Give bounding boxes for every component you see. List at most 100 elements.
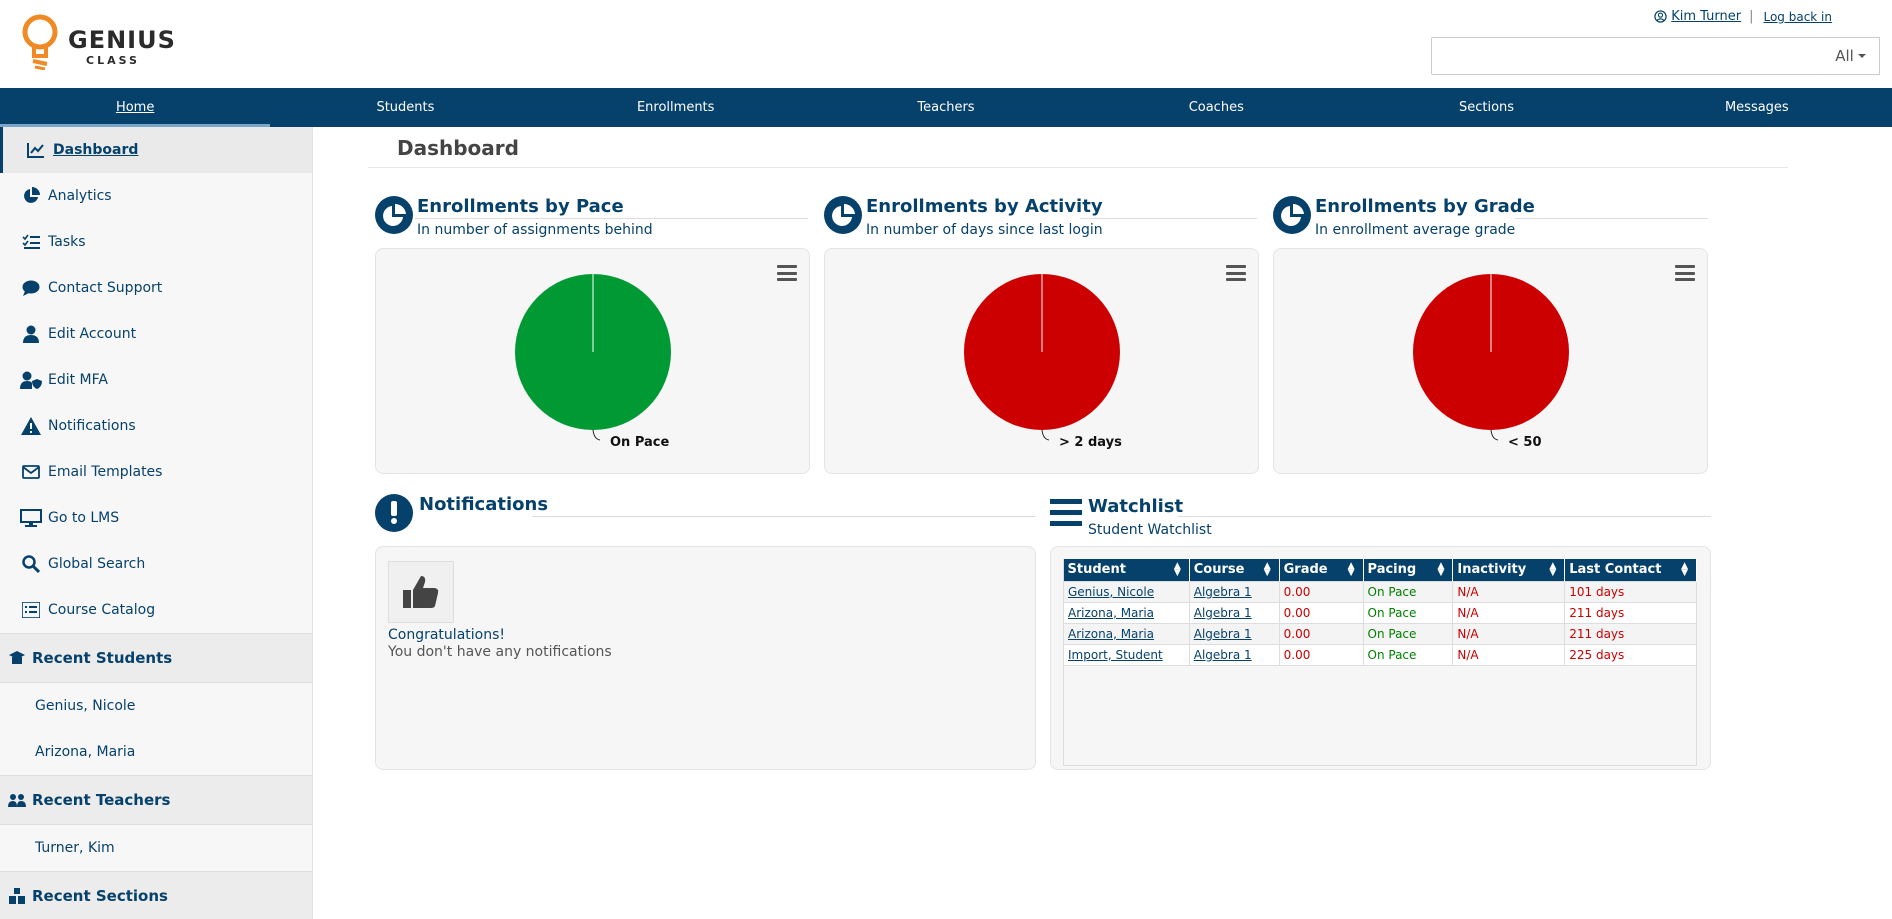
pie-chart-activity — [964, 274, 1120, 441]
recent-students-header: Recent Students — [0, 633, 312, 683]
recent-teachers-header: Recent Teachers — [0, 775, 312, 825]
sidebar-item-go-to-lms[interactable]: Go to LMS — [0, 495, 312, 541]
course-link[interactable]: Algebra 1 — [1193, 584, 1252, 599]
nav-messages[interactable]: Messages — [1724, 100, 1789, 115]
inactivity-cell: N/A — [1452, 643, 1566, 666]
graduation-cap-icon — [8, 649, 26, 667]
course-link[interactable]: Algebra 1 — [1193, 626, 1252, 641]
hamburger-menu-icon[interactable] — [1226, 265, 1246, 281]
student-link[interactable]: Import, Student — [1068, 647, 1163, 662]
grade-cell: 0.00 — [1278, 580, 1364, 603]
tasks-icon — [20, 231, 42, 253]
list-bars-icon — [1050, 496, 1082, 526]
lightbulb-logo-icon — [22, 14, 58, 70]
chart-subtitle: In number of assignments behind — [417, 222, 653, 238]
chat-icon — [20, 277, 42, 299]
nav-teachers[interactable]: Teachers — [917, 100, 975, 115]
logo-subtext: CLASS — [86, 54, 140, 67]
last-contact-cell: 225 days — [1564, 643, 1697, 666]
nav-coaches[interactable]: Coaches — [1188, 100, 1244, 115]
user-name-link[interactable]: Kim Turner — [1671, 9, 1742, 24]
recent-student-item[interactable]: Arizona, Maria — [35, 744, 136, 760]
sidebar-item-tasks[interactable]: Tasks — [0, 219, 312, 265]
hamburger-menu-icon[interactable] — [1675, 265, 1695, 281]
sort-icon[interactable]: ▲ ▼ — [1681, 561, 1688, 578]
nav-sections[interactable]: Sections — [1459, 100, 1515, 115]
table-header-row: Student ▲ ▼ Course ▲ ▼ Grade ▲ ▼ Pacing ▲ ▼ Inac… — [1063, 559, 1697, 581]
warning-icon — [20, 415, 42, 437]
pie-label-over-2-days: > 2 days — [1059, 435, 1122, 450]
search-icon — [20, 553, 42, 575]
grade-cell: 0.00 — [1278, 643, 1364, 666]
envelope-icon — [20, 461, 42, 483]
hamburger-menu-icon[interactable] — [777, 265, 797, 281]
sort-icon[interactable]: ▲ ▼ — [1347, 561, 1355, 578]
chart-activity-header: Enrollments by Activity In number of day… — [824, 196, 1103, 238]
title-divider — [368, 167, 1788, 168]
genius-class-logo[interactable]: GENIUS CLASS — [20, 12, 180, 72]
monitor-icon — [20, 507, 42, 529]
watchlist-card: Student ▲ ▼ Course ▲ ▼ Grade ▲ ▼ Pacing ▲ ▼ Inac… — [1050, 546, 1711, 770]
chart-activity-card: > 2 days — [824, 248, 1259, 474]
divider — [415, 218, 808, 219]
sidebar: Dashboard Analytics Tasks Contact Suppor… — [0, 127, 313, 919]
column-header-inactivity[interactable]: Inactivity ▲ ▼ — [1452, 559, 1566, 581]
recent-teacher-item[interactable]: Turner, Kim — [35, 840, 115, 856]
pie-chart-icon — [1273, 196, 1311, 234]
chart-grade-header: Enrollments by Grade In enrollment avera… — [1273, 196, 1535, 238]
sort-icon[interactable]: ▲ ▼ — [1549, 561, 1557, 578]
last-contact-cell: 211 days — [1564, 622, 1697, 645]
sort-icon[interactable]: ▲ ▼ — [1263, 561, 1271, 578]
student-link[interactable]: Arizona, Maria — [1068, 626, 1155, 641]
course-link[interactable]: Algebra 1 — [1193, 605, 1252, 620]
top-header: GENIUS CLASS Kim Turner | Log back in Al… — [0, 0, 1892, 88]
sidebar-item-notifications[interactable]: Notifications — [0, 403, 312, 449]
pie-chart-icon — [375, 196, 413, 234]
pacing-cell: On Pace — [1362, 643, 1454, 666]
sidebar-item-email-templates[interactable]: Email Templates — [0, 449, 312, 495]
column-header-pacing[interactable]: Pacing ▲ ▼ — [1363, 559, 1454, 581]
chart-grade-card: < 50 — [1273, 248, 1708, 474]
pacing-cell: On Pace — [1362, 622, 1454, 645]
student-link[interactable]: Genius, Nicole — [1068, 584, 1155, 599]
sidebar-item-contact-support[interactable]: Contact Support — [0, 265, 312, 311]
column-header-course[interactable]: Course ▲ ▼ — [1189, 559, 1280, 581]
log-back-in-link[interactable]: Log back in — [1763, 9, 1832, 24]
table-row: Arizona, Maria Algebra 1 0.00 On Pace N/… — [1063, 601, 1697, 624]
sidebar-item-analytics[interactable]: Analytics — [0, 173, 312, 219]
nav-home[interactable]: Home — [0, 88, 271, 127]
nav-students[interactable]: Students — [376, 100, 435, 115]
global-search-input[interactable] — [1431, 37, 1823, 75]
chart-title: Enrollments by Grade — [1315, 196, 1535, 217]
sidebar-item-edit-account[interactable]: Edit Account — [0, 311, 312, 357]
column-header-student[interactable]: Student ▲ ▼ — [1063, 559, 1190, 581]
sidebar-item-dashboard[interactable]: Dashboard — [0, 127, 312, 173]
column-header-grade[interactable]: Grade ▲ ▼ — [1279, 559, 1364, 581]
notifications-empty-message: You don't have any notifications — [388, 644, 612, 660]
pacing-cell: On Pace — [1362, 580, 1454, 603]
divider — [1080, 218, 1257, 219]
watchlist-table: Student ▲ ▼ Course ▲ ▼ Grade ▲ ▼ Pacing ▲ ▼ Inac… — [1063, 559, 1697, 666]
inactivity-cell: N/A — [1452, 622, 1566, 645]
sort-icon[interactable]: ▲ ▼ — [1173, 561, 1181, 578]
column-header-last-contact[interactable]: Last Contact ▲ ▼ — [1564, 559, 1697, 581]
inactivity-cell: N/A — [1452, 601, 1566, 624]
sidebar-item-edit-mfa[interactable]: Edit MFA — [0, 357, 312, 403]
section-subtitle: Student Watchlist — [1088, 522, 1212, 538]
watchlist-header: Watchlist Student Watchlist — [1050, 496, 1212, 538]
pie-chart-pace — [515, 274, 671, 441]
sidebar-item-global-search[interactable]: Global Search — [0, 541, 312, 587]
sort-icon[interactable]: ▲ ▼ — [1437, 561, 1445, 578]
nav-enrollments[interactable]: Enrollments — [636, 100, 715, 115]
recent-student-item[interactable]: Genius, Nicole — [35, 698, 136, 714]
chart-pace-card: On Pace — [375, 248, 810, 474]
student-link[interactable]: Arizona, Maria — [1068, 605, 1155, 620]
divider — [1515, 218, 1708, 219]
user-icon — [20, 323, 42, 345]
course-link[interactable]: Algebra 1 — [1193, 647, 1252, 662]
grade-cell: 0.00 — [1278, 601, 1364, 624]
search-scope-dropdown[interactable]: All — [1822, 37, 1880, 75]
notifications-card: Congratulations! You don't have any noti… — [375, 546, 1036, 770]
chart-subtitle: In enrollment average grade — [1315, 222, 1516, 238]
sidebar-item-course-catalog[interactable]: Course Catalog — [0, 587, 312, 633]
